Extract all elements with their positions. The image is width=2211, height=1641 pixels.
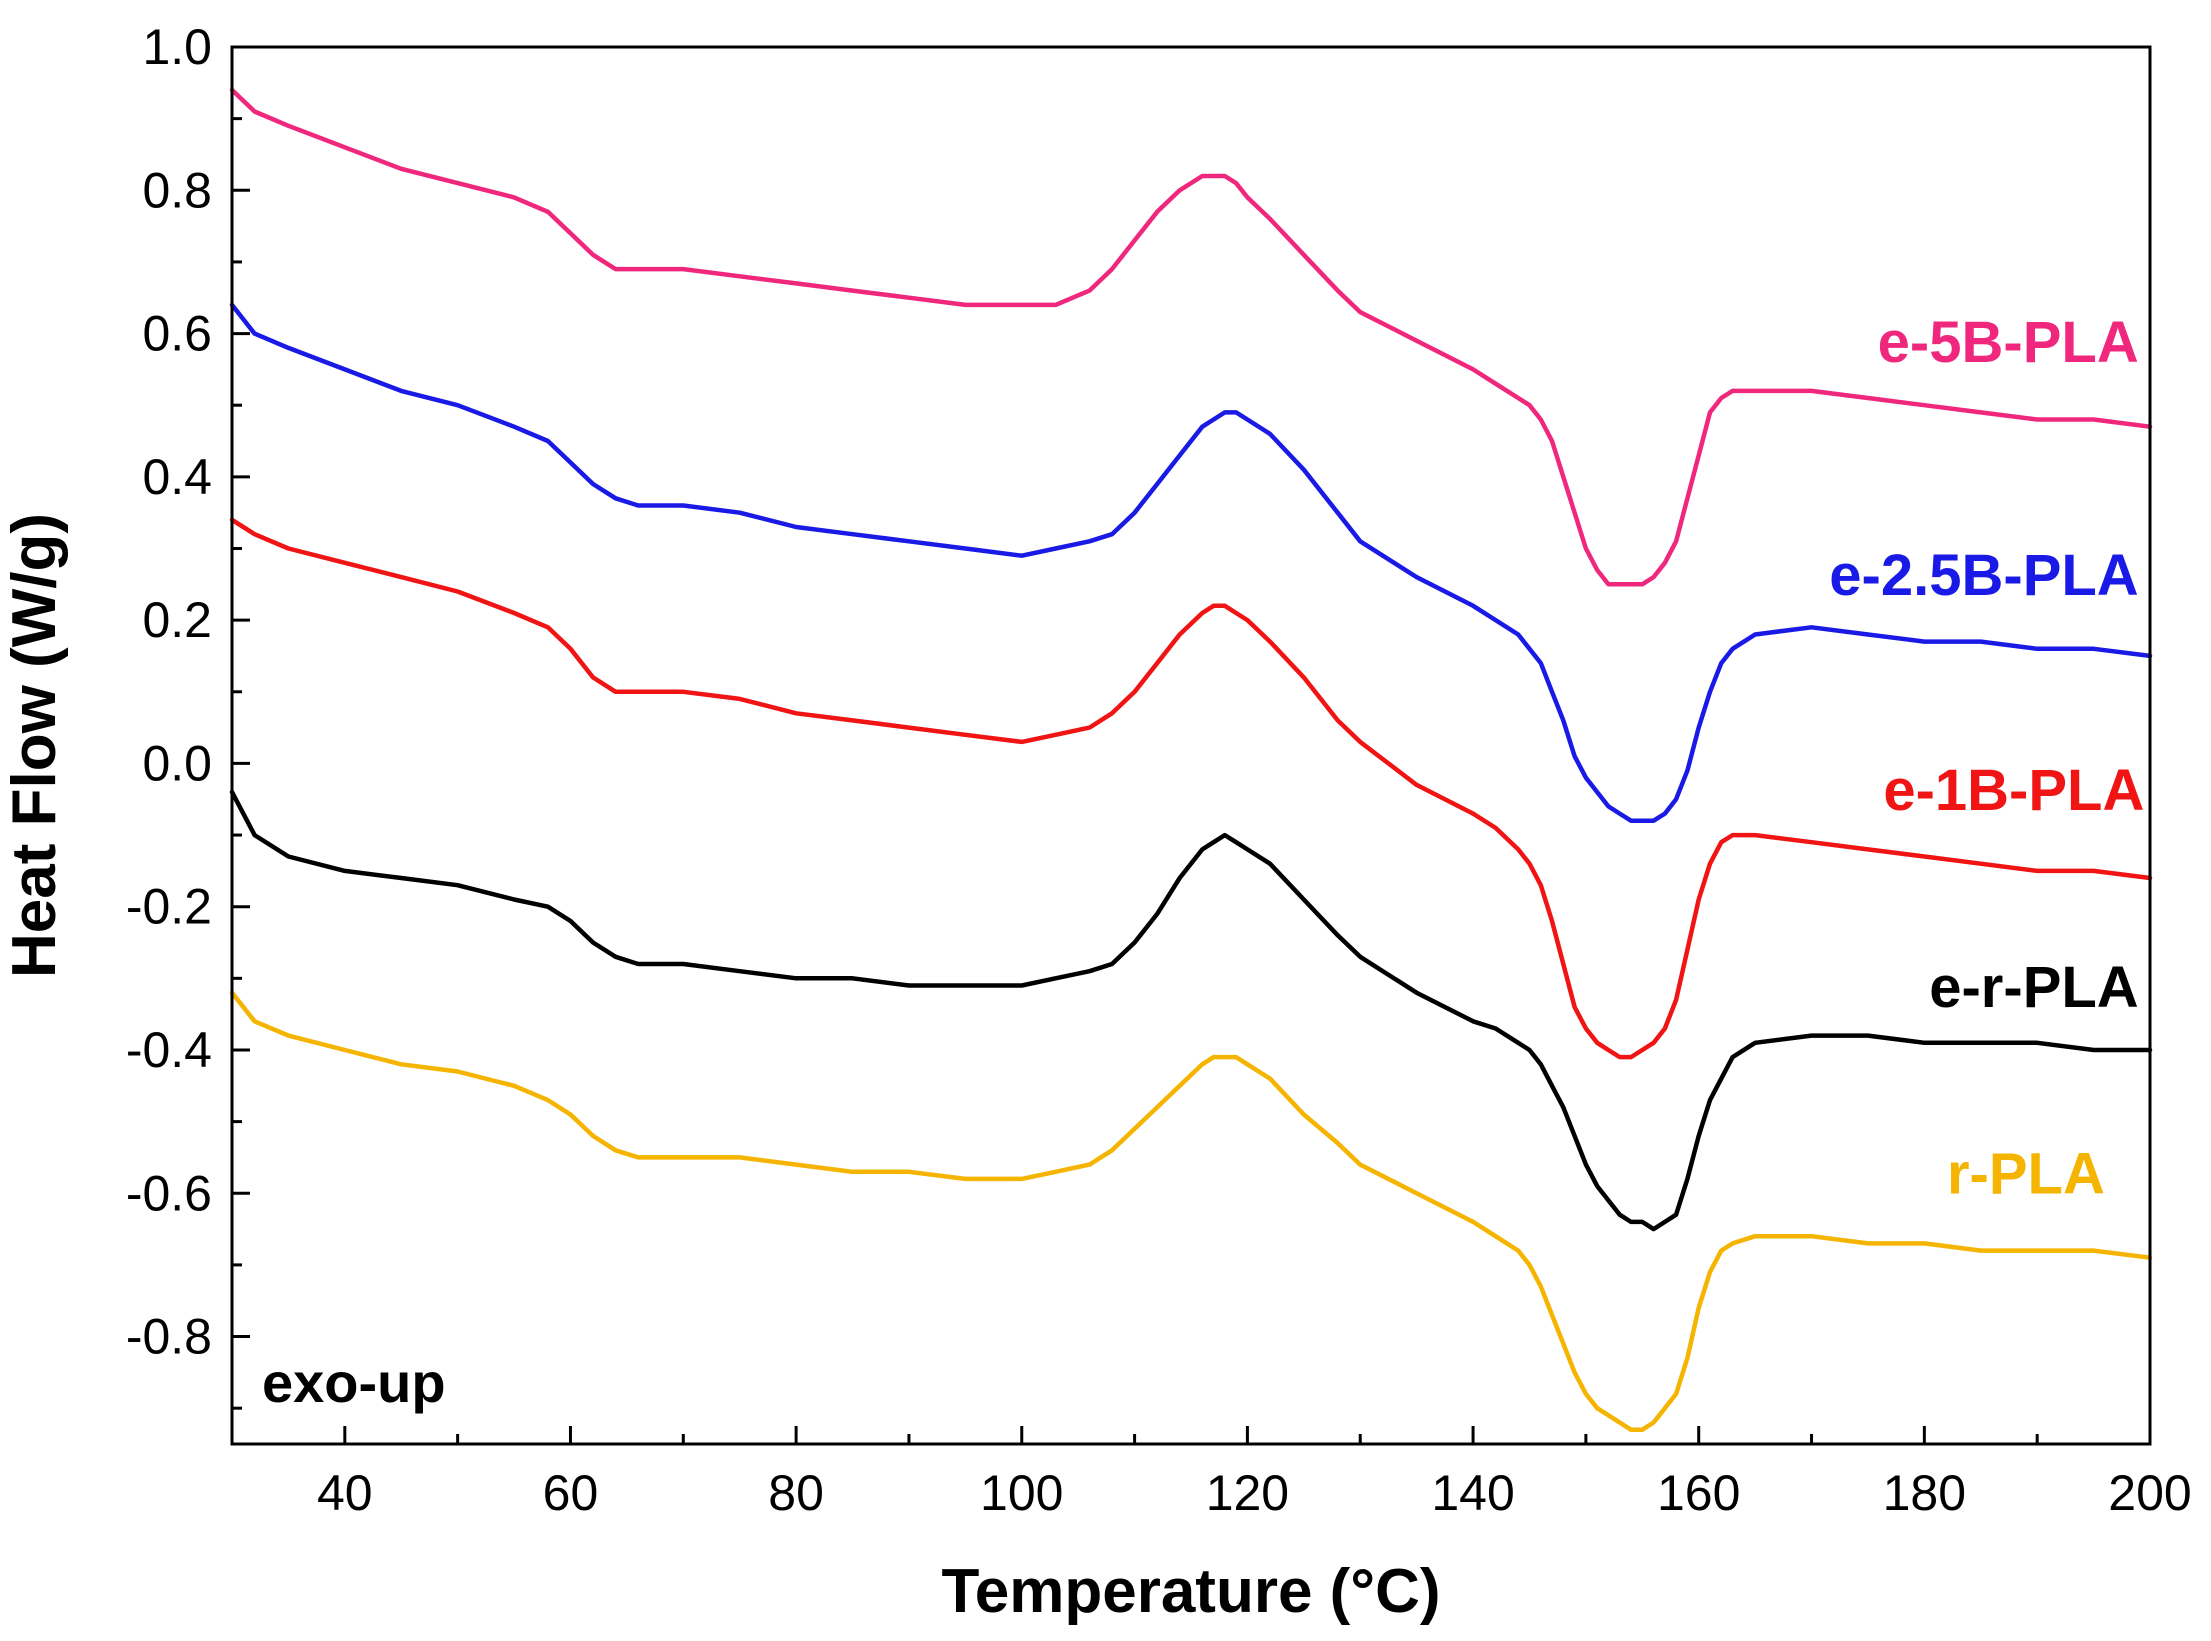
x-tick-label: 100 [980, 1465, 1063, 1521]
exo-up-annotation: exo-up [262, 1351, 446, 1414]
y-tick-label: -0.2 [126, 879, 212, 935]
x-tick-label: 160 [1657, 1465, 1740, 1521]
series-line-e-1b-pla [229, 517, 2153, 1060]
y-axis-title: Heat Flow (W/g) [0, 513, 69, 978]
x-axis: 40 60 80 100 120 140 160 180 200 [230, 1426, 2192, 1521]
x-tick-label: 120 [1206, 1465, 1289, 1521]
y-tick-label: 1.0 [142, 19, 212, 75]
x-tick-label: 40 [317, 1465, 373, 1521]
series-line-e-5b-pla [229, 87, 2153, 587]
series-label-e-5b-pla: e-5B-PLA [1878, 310, 2139, 375]
series-label-e-2-5b-pla: e-2.5B-PLA [1829, 543, 2138, 608]
x-tick-label: 60 [543, 1465, 599, 1521]
y-axis: 1.0 0.8 0.6 0.4 0.2 0.0 -0.2 -0.4 -0.6 -0.8 [126, 19, 250, 1410]
series-line-r-pla [229, 990, 2153, 1432]
series-line-e-r-pla [229, 789, 2153, 1232]
y-tick-label: -0.8 [126, 1309, 212, 1365]
y-tick-label: -0.4 [126, 1022, 212, 1078]
x-tick-label: 200 [2108, 1465, 2191, 1521]
x-tick-label: 80 [768, 1465, 824, 1521]
y-tick-label: 0.4 [142, 449, 212, 505]
curves-group [229, 87, 2153, 1432]
y-tick-label: 0.8 [142, 162, 212, 218]
y-tick-label: 0.2 [142, 592, 212, 648]
series-labels: e-5B-PLA e-2.5B-PLA e-1B-PLA e-r-PLA r-PLA [1829, 310, 2144, 1206]
y-tick-label: 0.6 [142, 306, 212, 362]
y-tick-label: -0.6 [126, 1165, 212, 1221]
plot-frame [230, 45, 2152, 1446]
series-label-r-pla: r-PLA [1947, 1141, 2105, 1206]
x-tick-label: 140 [1431, 1465, 1514, 1521]
series-label-e-1b-pla: e-1B-PLA [1883, 758, 2144, 823]
x-tick-label: 180 [1883, 1465, 1966, 1521]
series-line-e-2-5b-pla [229, 302, 2153, 823]
series-label-e-r-pla: e-r-PLA [1929, 955, 2138, 1020]
y-tick-label: 0.0 [142, 735, 212, 791]
x-axis-title: Temperature (°C) [941, 1557, 1440, 1626]
